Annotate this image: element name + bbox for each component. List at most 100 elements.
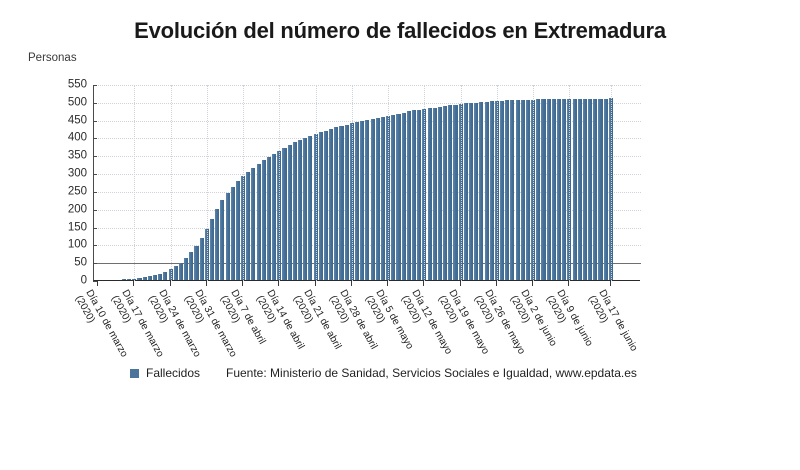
bar[interactable] [261, 160, 266, 280]
bar[interactable] [318, 132, 323, 280]
x-gridline [206, 85, 208, 281]
y-axis-tick-label: 450 [67, 113, 87, 126]
y-axis-tick-mark [93, 227, 97, 229]
bar[interactable] [303, 138, 308, 280]
bar[interactable] [137, 277, 142, 280]
bar[interactable] [199, 237, 204, 280]
bar[interactable] [468, 102, 474, 280]
bar[interactable] [375, 117, 380, 280]
bar[interactable] [298, 140, 303, 280]
bar[interactable] [184, 257, 189, 280]
bar[interactable] [225, 192, 230, 280]
bar[interactable] [235, 181, 240, 280]
bar[interactable] [432, 107, 437, 280]
bar[interactable] [323, 130, 328, 280]
bar[interactable] [541, 99, 546, 280]
bar[interactable] [329, 128, 334, 280]
bar[interactable] [163, 271, 168, 280]
bar[interactable] [147, 276, 152, 280]
bar[interactable] [266, 156, 272, 280]
bar[interactable] [127, 278, 132, 280]
bar[interactable] [292, 142, 297, 280]
bar[interactable] [577, 98, 582, 280]
bar[interactable] [287, 144, 292, 280]
y-axis-tick-label: 550 [67, 78, 87, 91]
bar[interactable] [173, 266, 178, 280]
bar[interactable] [209, 219, 215, 280]
x-gridline [424, 85, 426, 281]
bar[interactable] [443, 106, 448, 280]
bar[interactable] [598, 98, 603, 280]
x-axis-tick-mark [169, 281, 171, 286]
bar[interactable] [557, 98, 562, 280]
bar[interactable] [339, 126, 344, 280]
y-axis-tick-label: 200 [67, 202, 87, 215]
bar[interactable] [380, 116, 385, 280]
bar[interactable] [142, 277, 147, 280]
bar[interactable] [551, 99, 556, 280]
y-axis-tick-label: 300 [67, 167, 87, 180]
bar[interactable] [334, 127, 339, 280]
bar[interactable] [484, 101, 489, 280]
bar[interactable] [121, 279, 126, 280]
bar[interactable] [448, 105, 453, 280]
bar[interactable] [152, 275, 158, 280]
bar[interactable] [251, 168, 256, 280]
bar[interactable] [453, 104, 458, 280]
bar[interactable] [313, 134, 318, 280]
bar[interactable] [246, 172, 251, 280]
bar[interactable] [411, 110, 417, 280]
bar[interactable] [588, 98, 593, 280]
x-axis-tick-mark [459, 281, 461, 286]
bar[interactable] [220, 200, 225, 280]
bar[interactable] [396, 113, 401, 280]
bar[interactable] [282, 147, 287, 280]
bar[interactable] [505, 100, 510, 280]
bar[interactable] [204, 229, 209, 280]
bar[interactable] [406, 111, 411, 280]
bar[interactable] [272, 153, 277, 280]
bar[interactable] [215, 209, 220, 280]
bar[interactable] [189, 252, 194, 280]
bar[interactable] [536, 99, 541, 280]
x-gridline [315, 85, 317, 281]
bar[interactable] [582, 98, 587, 280]
bar[interactable] [463, 103, 468, 280]
bar[interactable] [391, 114, 396, 280]
bar[interactable] [479, 102, 484, 280]
bar[interactable] [178, 262, 183, 280]
bar[interactable] [525, 99, 531, 280]
x-gridline [279, 85, 281, 281]
bar[interactable] [308, 136, 313, 280]
bar[interactable] [365, 120, 370, 280]
bar[interactable] [520, 99, 525, 280]
bar[interactable] [562, 98, 567, 280]
bar[interactable] [360, 121, 365, 280]
x-gridline [460, 85, 462, 281]
bar[interactable] [474, 102, 479, 280]
bar[interactable] [489, 101, 494, 280]
bar[interactable] [344, 124, 349, 280]
bar[interactable] [370, 118, 375, 280]
bar[interactable] [256, 164, 261, 280]
bar[interactable] [603, 98, 608, 280]
bar[interactable] [500, 100, 505, 280]
bar[interactable] [515, 100, 520, 280]
bar[interactable] [427, 108, 432, 280]
bar[interactable] [572, 98, 577, 280]
bar[interactable] [355, 122, 360, 280]
y-axis-tick-label: 500 [67, 96, 87, 109]
bar[interactable] [546, 99, 551, 280]
bar[interactable] [593, 98, 598, 280]
y-axis-tick-label: 100 [67, 238, 87, 251]
chart-title: Evolución del número de fallecidos en Ex… [134, 18, 666, 43]
bar[interactable] [194, 245, 199, 280]
y-axis-tick-label: 400 [67, 131, 87, 144]
bar[interactable] [401, 112, 406, 280]
bar[interactable] [437, 106, 442, 280]
bar[interactable] [417, 109, 422, 280]
bar[interactable] [510, 100, 515, 280]
bar[interactable] [230, 186, 235, 280]
bar[interactable] [158, 273, 163, 280]
x-axis-tick-mark [532, 281, 534, 286]
